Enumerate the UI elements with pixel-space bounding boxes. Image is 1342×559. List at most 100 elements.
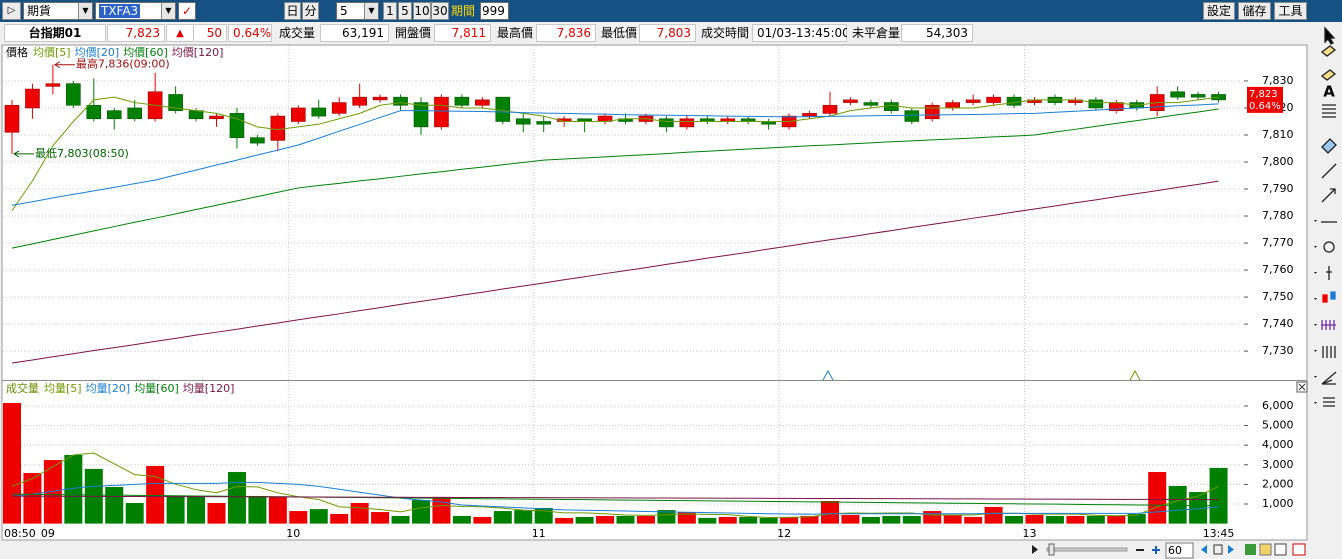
- signal-marker: [822, 369, 834, 381]
- volume-bar: [1189, 492, 1208, 524]
- candle-body: [209, 115, 224, 120]
- vline-tool[interactable]: [1326, 266, 1332, 280]
- open-value: 7,811: [434, 24, 491, 42]
- volume-bar: [677, 512, 696, 524]
- prev-button[interactable]: [1201, 545, 1207, 554]
- bars-tool[interactable]: [1322, 346, 1336, 358]
- tools-button[interactable]: 工具: [1274, 2, 1307, 20]
- ma-line: [11, 493, 1219, 507]
- candle-body: [699, 118, 715, 122]
- interval-select[interactable]: 5 ▼: [336, 2, 379, 20]
- y-tick-label: 6,000: [1262, 399, 1294, 412]
- day-button[interactable]: 日: [284, 2, 301, 20]
- volume-bar: [391, 515, 410, 524]
- candle-body: [147, 91, 163, 120]
- volume-bar: [1045, 515, 1064, 524]
- volume-bar: [534, 507, 553, 524]
- eraser-all-tool[interactable]: [1320, 69, 1337, 81]
- arrow-tool[interactable]: [1321, 188, 1336, 203]
- angle-tool[interactable]: [1321, 371, 1337, 385]
- close-icon[interactable]: [1296, 381, 1308, 393]
- candle-body: [66, 83, 81, 106]
- legend-title: 成交量: [6, 381, 39, 395]
- quote-row: 台指期01 7,823 ▲ 50 0.64% 成交量 63,191 開盤價 7,…: [0, 22, 1342, 44]
- low-label: 最低價: [596, 24, 639, 42]
- volume-bar: [84, 468, 103, 524]
- volume-bar: [555, 517, 574, 524]
- footer: [0, 541, 1342, 559]
- scroll-thumb[interactable]: [1048, 543, 1055, 556]
- scroll-right[interactable]: [1032, 545, 1038, 554]
- quote-change: 50: [194, 24, 227, 42]
- candle-body: [188, 110, 204, 120]
- save-icon[interactable]: [1259, 543, 1272, 556]
- volume-bar: [698, 517, 717, 524]
- period-button[interactable]: 1: [383, 2, 397, 20]
- x-tick-label: 08:50: [4, 527, 36, 540]
- volume-bar: [371, 512, 390, 524]
- text-tool[interactable]: A: [1323, 83, 1335, 101]
- zoom-input[interactable]: [1165, 542, 1194, 559]
- legend-entry: 均量[60]: [134, 382, 179, 395]
- x-tick-label: 12: [777, 527, 791, 540]
- volume-bar: [207, 503, 226, 524]
- play-button[interactable]: ▷: [2, 2, 21, 20]
- candle-body: [1068, 99, 1083, 103]
- text-lines-tool[interactable]: [1323, 397, 1335, 407]
- candle-tool[interactable]: [1322, 294, 1328, 303]
- candle-body: [86, 104, 102, 120]
- price-tag: [1247, 86, 1283, 113]
- x-tick-label: 11: [532, 527, 546, 540]
- legend-entry: 均量[5]: [44, 382, 82, 395]
- candle-body: [720, 118, 736, 122]
- zoom-value: 60: [1168, 544, 1182, 557]
- zoom-in[interactable]: [1152, 546, 1160, 554]
- volume-bar: [187, 495, 206, 524]
- x-tick-label: 10: [286, 527, 300, 540]
- list-tool[interactable]: [1322, 104, 1336, 118]
- checkbox[interactable]: ✓: [178, 2, 196, 20]
- x-tick-label: 09: [41, 527, 55, 540]
- fill-tool[interactable]: [1321, 138, 1337, 154]
- volume-bar: [473, 516, 492, 524]
- y-tick-label: 4,000: [1262, 438, 1294, 451]
- candle-body: [1190, 94, 1206, 98]
- period-button[interactable]: 5: [398, 2, 412, 20]
- legend-entry: 均價[120]: [172, 45, 224, 59]
- volume-bar: [1025, 514, 1044, 524]
- period-count[interactable]: 999: [480, 2, 509, 20]
- circle-tool[interactable]: [1323, 241, 1335, 253]
- candle-body: [884, 102, 899, 111]
- volume-bar: [821, 501, 839, 524]
- eraser-tool[interactable]: [1320, 45, 1337, 57]
- chart-icon[interactable]: [1292, 543, 1306, 556]
- volume-bar: [1168, 485, 1187, 524]
- settings-button[interactable]: 設定: [1203, 2, 1235, 20]
- candle-body: [106, 110, 122, 120]
- candle-body: [924, 104, 940, 120]
- y-tick-label: 7,730: [1262, 344, 1294, 357]
- candle-body: [270, 115, 286, 141]
- line-tool[interactable]: [1321, 163, 1337, 179]
- ma-line: [11, 180, 1219, 364]
- grid-tool[interactable]: [1321, 320, 1336, 330]
- minute-button[interactable]: 分: [302, 2, 319, 20]
- market-select[interactable]: 期貨 ▼: [23, 2, 93, 20]
- print-button[interactable]: [1274, 543, 1287, 556]
- candle-body: [822, 104, 838, 114]
- volume-bar: [943, 514, 962, 524]
- volume-bar: [984, 506, 1003, 524]
- period-button[interactable]: 10: [413, 2, 431, 20]
- next-button[interactable]: [1228, 545, 1234, 554]
- volume-bar: [350, 503, 369, 524]
- symbol-input[interactable]: TXFA3 ▼: [95, 2, 176, 20]
- candle-body: [127, 107, 142, 120]
- period-button[interactable]: 30: [431, 2, 449, 20]
- time-label: 成交時間: [696, 24, 752, 42]
- chart-frame: [1, 44, 1308, 541]
- excel-button[interactable]: [1245, 544, 1256, 555]
- stop-button[interactable]: [1213, 544, 1223, 555]
- candle-body: [229, 113, 245, 138]
- save-button[interactable]: 儲存: [1238, 2, 1271, 20]
- volume-bar: [1107, 515, 1126, 524]
